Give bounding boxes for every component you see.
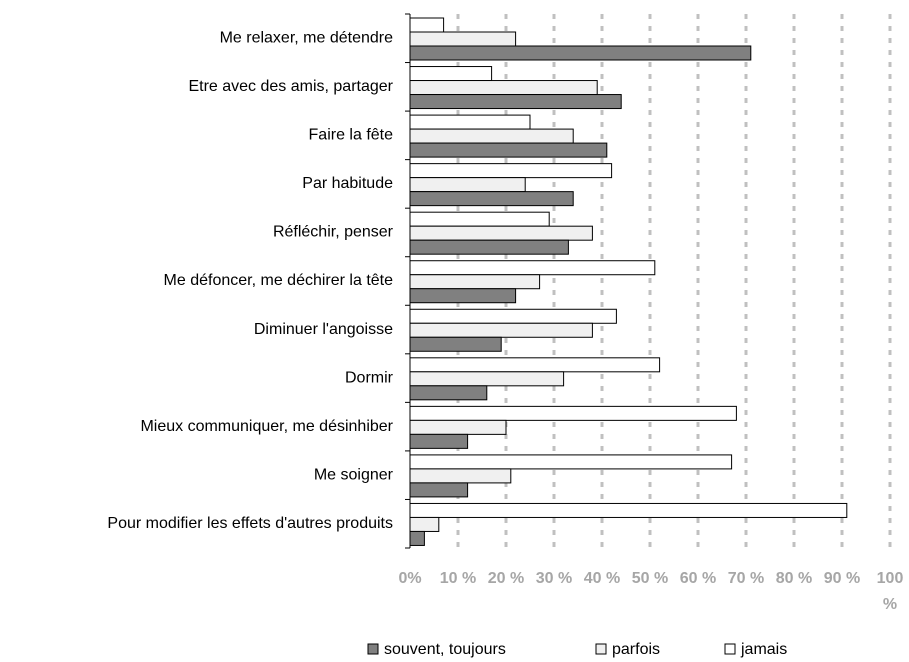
category-label: Réfléchir, penser	[273, 224, 394, 241]
x-tick-label: 40 %	[583, 570, 621, 587]
bar	[409, 80, 598, 96]
bar	[409, 288, 517, 304]
x-tick-label: 100 %	[876, 570, 904, 613]
bar	[409, 163, 613, 179]
bar	[409, 128, 574, 144]
x-tick-label: 0%	[398, 570, 422, 587]
x-tick-label: 10 %	[439, 570, 477, 587]
bar	[409, 530, 425, 546]
bar	[409, 468, 512, 484]
bar	[409, 371, 565, 387]
bar	[409, 191, 574, 207]
category-label: Pour modifier les effets d'autres produi…	[107, 515, 393, 532]
bar	[409, 177, 526, 193]
bar	[409, 482, 469, 498]
bar	[409, 322, 593, 338]
x-tick-label: 20 %	[487, 570, 525, 587]
bar	[409, 405, 737, 421]
legend-label: parfois	[612, 641, 660, 658]
bar	[409, 260, 656, 276]
bar	[409, 211, 550, 227]
bar	[409, 114, 531, 130]
category-label: Faire la fête	[309, 127, 394, 144]
category-label: Me défoncer, me déchirer la tête	[164, 272, 394, 289]
bar	[409, 239, 569, 255]
bar	[409, 419, 507, 435]
category-label: Diminuer l'angoisse	[254, 321, 393, 338]
bar	[409, 274, 541, 290]
x-tick-label: 70 %	[727, 570, 765, 587]
category-label: Mieux communiquer, me désinhiber	[140, 418, 393, 435]
legend-label: jamais	[740, 641, 787, 658]
bar	[409, 502, 848, 518]
bar	[409, 357, 661, 373]
x-tick-label: 60 %	[679, 570, 717, 587]
legend-swatch	[595, 643, 607, 655]
bar	[409, 454, 733, 470]
bar	[409, 142, 608, 158]
bar	[409, 225, 593, 241]
bar	[409, 433, 469, 449]
x-tick-label: 30 %	[535, 570, 573, 587]
x-tick-label: 90 %	[823, 570, 861, 587]
category-label: Par habitude	[302, 175, 393, 192]
bar	[409, 516, 440, 532]
x-tick-label: 50 %	[631, 570, 669, 587]
category-label: Me relaxer, me détendre	[220, 29, 394, 46]
bar	[409, 17, 445, 33]
category-label: Dormir	[345, 369, 394, 386]
category-label: Etre avec des amis, partager	[188, 78, 393, 95]
bar	[409, 385, 488, 401]
category-label: Me soigner	[314, 466, 394, 483]
legend-swatch	[724, 643, 736, 655]
legend-label: souvent, toujours	[384, 641, 506, 658]
bar	[409, 66, 493, 82]
x-tick-label: 80 %	[775, 570, 813, 587]
bar	[409, 45, 752, 61]
legend-swatch	[367, 643, 379, 655]
bar	[409, 308, 617, 324]
bar	[409, 336, 502, 352]
bar	[409, 94, 622, 110]
bar	[409, 31, 517, 47]
